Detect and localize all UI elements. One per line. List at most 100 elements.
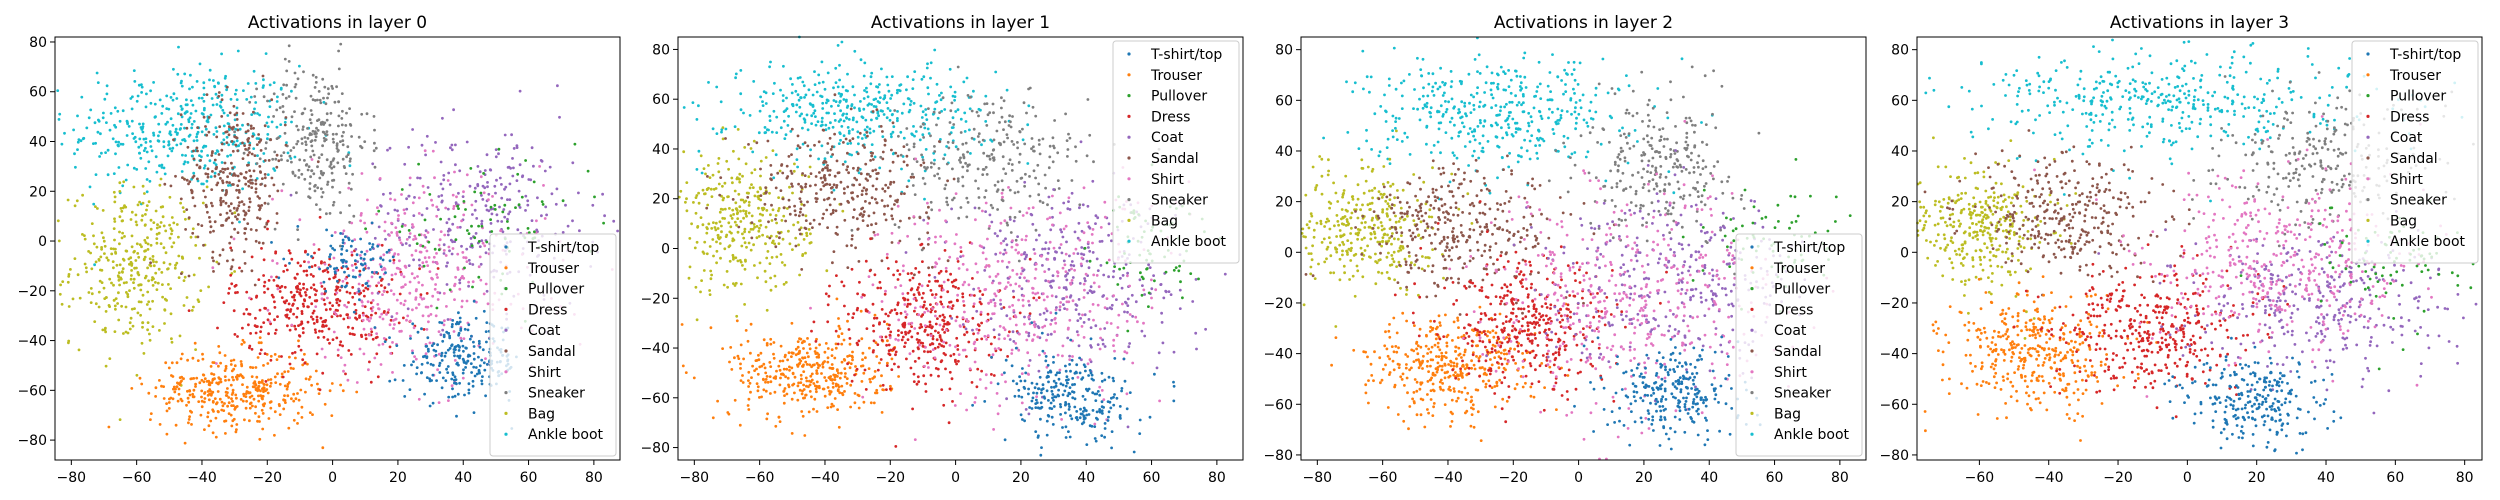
data-point <box>332 256 336 260</box>
data-point <box>452 330 456 333</box>
data-point <box>766 380 770 384</box>
data-point <box>503 133 507 137</box>
data-point <box>217 262 221 266</box>
data-point <box>783 263 787 267</box>
data-point <box>1001 155 1005 159</box>
data-point <box>765 417 769 421</box>
data-point <box>786 376 790 380</box>
data-point <box>127 125 131 128</box>
data-point <box>873 155 877 159</box>
data-point <box>186 389 189 393</box>
data-point <box>336 279 339 283</box>
data-point <box>766 235 769 239</box>
data-point <box>975 110 979 114</box>
data-point <box>1030 137 1034 140</box>
data-point <box>744 210 748 213</box>
data-point <box>138 376 142 380</box>
data-point <box>485 340 488 344</box>
data-point <box>455 195 458 199</box>
data-point <box>250 255 254 259</box>
data-point <box>232 206 236 210</box>
data-point <box>821 101 825 105</box>
data-point <box>307 305 310 309</box>
data-point <box>211 256 214 260</box>
data-point <box>865 125 869 129</box>
data-point <box>243 144 247 148</box>
data-point <box>838 63 841 67</box>
data-point <box>400 273 403 277</box>
data-point <box>285 83 288 87</box>
data-point <box>462 213 466 217</box>
data-point <box>414 357 418 361</box>
data-point <box>279 87 283 91</box>
data-point <box>1056 179 1060 183</box>
data-point <box>126 295 130 299</box>
data-point <box>391 371 394 374</box>
data-point <box>822 198 826 202</box>
data-point <box>451 319 455 322</box>
data-point <box>262 84 265 87</box>
data-point <box>452 378 456 382</box>
data-point <box>800 410 804 413</box>
data-point <box>785 164 789 168</box>
data-point <box>905 163 909 167</box>
data-point <box>931 337 935 341</box>
data-point <box>765 209 769 212</box>
data-point <box>108 277 112 281</box>
data-point <box>506 226 510 230</box>
data-point <box>484 251 488 255</box>
data-point <box>405 197 408 201</box>
data-point <box>383 340 387 343</box>
data-point <box>924 113 928 117</box>
data-point <box>393 323 396 326</box>
data-point <box>210 97 214 100</box>
data-point <box>821 365 825 369</box>
data-point <box>323 292 326 296</box>
data-point <box>709 326 713 330</box>
data-point <box>808 379 811 383</box>
data-point <box>743 230 746 234</box>
data-point <box>810 395 813 399</box>
data-point <box>213 377 216 381</box>
data-point <box>268 320 272 324</box>
data-point <box>961 165 965 169</box>
data-point <box>348 316 352 320</box>
data-point <box>360 172 364 175</box>
data-point <box>80 95 84 99</box>
data-point <box>460 339 463 343</box>
data-point <box>183 441 187 445</box>
data-point <box>137 273 141 277</box>
data-point <box>203 377 207 381</box>
data-point <box>309 375 312 379</box>
data-point <box>511 157 514 160</box>
data-point <box>162 246 166 250</box>
data-point <box>136 271 140 274</box>
data-point <box>132 286 136 290</box>
data-point <box>809 232 812 236</box>
data-point <box>1032 149 1035 153</box>
data-point <box>285 299 288 303</box>
data-point <box>796 134 800 138</box>
data-point <box>1048 155 1052 159</box>
data-point <box>170 229 174 233</box>
data-point <box>353 302 357 306</box>
data-point <box>94 205 97 209</box>
data-point <box>801 365 805 368</box>
data-point <box>166 267 170 270</box>
data-point <box>518 206 522 209</box>
data-point <box>198 381 202 385</box>
data-point <box>325 130 329 134</box>
data-point <box>138 200 142 204</box>
data-point <box>807 228 811 231</box>
data-point <box>146 321 150 324</box>
data-point <box>852 208 856 212</box>
data-point <box>438 361 442 365</box>
data-point <box>840 125 844 128</box>
data-point <box>258 437 262 441</box>
data-point <box>206 415 210 419</box>
data-point <box>94 173 98 177</box>
data-point <box>390 278 394 281</box>
data-point <box>1013 216 1017 219</box>
data-point <box>240 342 244 346</box>
data-point <box>234 174 237 177</box>
